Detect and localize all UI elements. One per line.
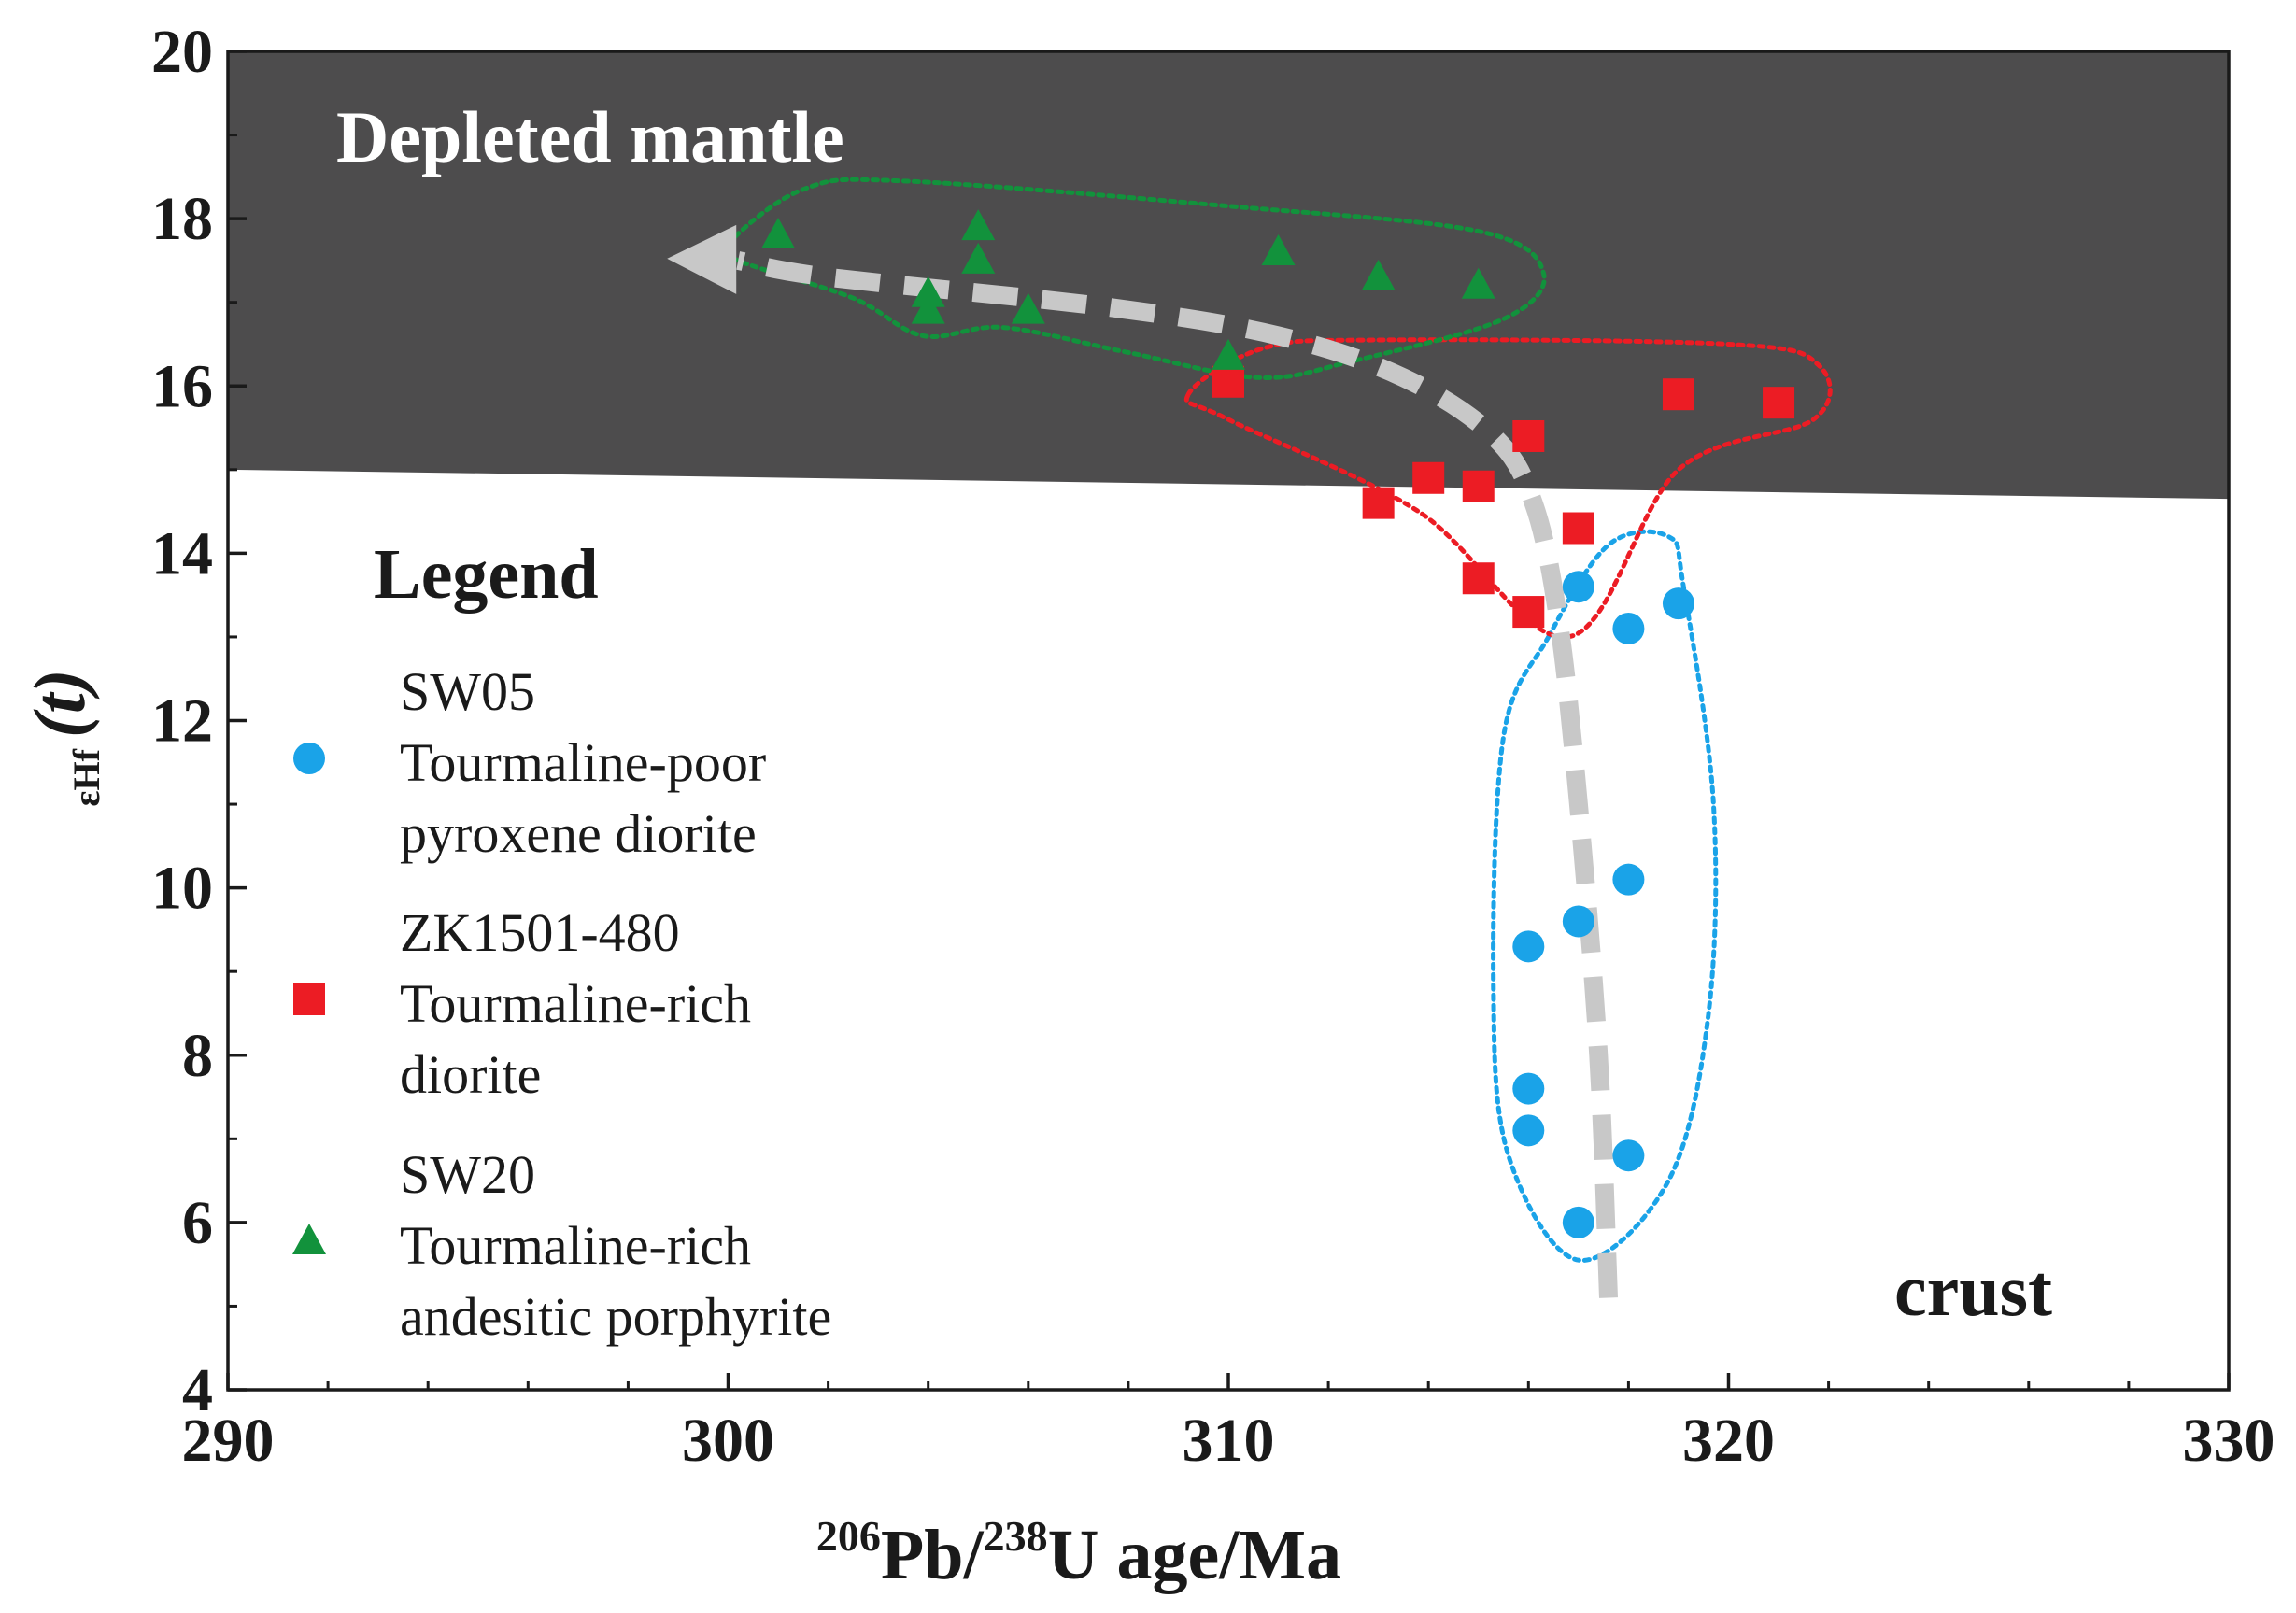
trend-arrow-head: [667, 224, 737, 294]
x-tick-label: 320: [1682, 1407, 1775, 1475]
point-sw20: [911, 276, 945, 307]
trend-arrow-shaft: [736, 251, 1618, 1298]
point-sw20: [961, 209, 996, 241]
region-label-depleted-mantle: Depleted mantle: [336, 96, 844, 177]
legend-text-line: andesitic porphyrite: [400, 1286, 831, 1347]
x-tick-label: 330: [2183, 1407, 2275, 1475]
y-tick-label: 12: [151, 687, 213, 756]
legend-text-line: diorite: [400, 1044, 541, 1105]
point-zk1501-480: [1212, 365, 1244, 398]
y-tick-label: 4: [182, 1356, 213, 1424]
legend-text-line: SW20: [400, 1144, 535, 1205]
point-sw05: [1612, 863, 1645, 896]
y-tick-label: 8: [182, 1022, 213, 1090]
point-sw05: [1612, 612, 1645, 644]
y-tick-label: 20: [151, 18, 213, 86]
legend-text-line: Tourmaline-poor: [400, 732, 766, 793]
point-sw05: [1562, 905, 1594, 938]
point-zk1501-480: [1412, 461, 1445, 494]
legend-entry-sw05: SW05 Tourmaline-poor pyroxene diorite: [293, 661, 766, 864]
legend-text-line: Tourmaline-rich: [400, 973, 751, 1034]
legend-text-line: Tourmaline-rich: [400, 1215, 751, 1276]
y-tick-label: 16: [151, 352, 213, 420]
y-tick-label: 6: [182, 1189, 213, 1257]
point-zk1501-480: [1512, 596, 1545, 629]
legend-marker-circle: [293, 743, 325, 774]
point-sw05: [1562, 1206, 1594, 1238]
envelope-sw05: [1491, 529, 1719, 1263]
x-axis-label-sup1: 206: [816, 1512, 881, 1560]
point-zk1501-480: [1362, 487, 1395, 519]
point-zk1501-480: [1512, 419, 1545, 452]
x-tick-label: 290: [182, 1407, 275, 1475]
legend-text-line: pyroxene diorite: [400, 803, 757, 864]
x-tick-label: 310: [1183, 1407, 1275, 1475]
point-zk1501-480: [1462, 470, 1495, 502]
legend-title: Legend: [374, 535, 599, 614]
depleted-mantle-region: [228, 51, 2229, 500]
point-sw20: [1461, 267, 1495, 299]
point-sw05: [1512, 1114, 1545, 1147]
point-sw05: [1562, 571, 1594, 603]
point-sw20: [1011, 292, 1045, 324]
x-axis-label-part2: U age/Ma: [1048, 1516, 1341, 1594]
y-tick-label: 14: [151, 519, 213, 587]
y-axis-label-prefix: εHf: [65, 748, 107, 806]
point-sw05: [1612, 1139, 1645, 1172]
point-sw20: [1361, 259, 1396, 290]
region-label-crust: crust: [1894, 1250, 2052, 1331]
point-sw20: [1261, 233, 1296, 265]
legend-entry-zk1501-480: ZK1501-480 Tourmaline-rich diorite: [293, 902, 751, 1105]
x-axis-label-sup2: 238: [984, 1512, 1048, 1560]
y-axis-label-suffix: (t): [19, 669, 100, 738]
legend-text-line: SW05: [400, 661, 535, 722]
legend-text-line: ZK1501-480: [400, 902, 680, 963]
point-sw05: [1512, 930, 1545, 963]
point-sw05: [1512, 1072, 1545, 1105]
y-axis-label: εHf (t): [19, 669, 107, 806]
point-sw20: [1212, 338, 1245, 370]
x-tick-label: 300: [682, 1407, 774, 1475]
point-sw20: [911, 292, 945, 324]
x-axis-label: 206Pb/238U age/Ma: [816, 1512, 1341, 1594]
point-zk1501-480: [1562, 512, 1594, 545]
point-sw20: [961, 242, 996, 274]
point-zk1501-480: [1662, 378, 1694, 411]
legend-entry-sw20: SW20 Tourmaline-rich andesitic porphyrite: [292, 1144, 831, 1347]
point-zk1501-480: [1763, 387, 1795, 419]
point-sw05: [1662, 587, 1694, 620]
y-tick-label: 10: [151, 855, 213, 923]
legend-marker-triangle: [292, 1224, 326, 1254]
y-tick-label: 18: [151, 185, 213, 253]
x-axis-label-part1: Pb/: [881, 1516, 985, 1594]
envelope-sw20: [718, 177, 1547, 380]
point-zk1501-480: [1462, 562, 1495, 595]
point-sw20: [761, 218, 796, 249]
legend-marker-square: [293, 983, 325, 1015]
